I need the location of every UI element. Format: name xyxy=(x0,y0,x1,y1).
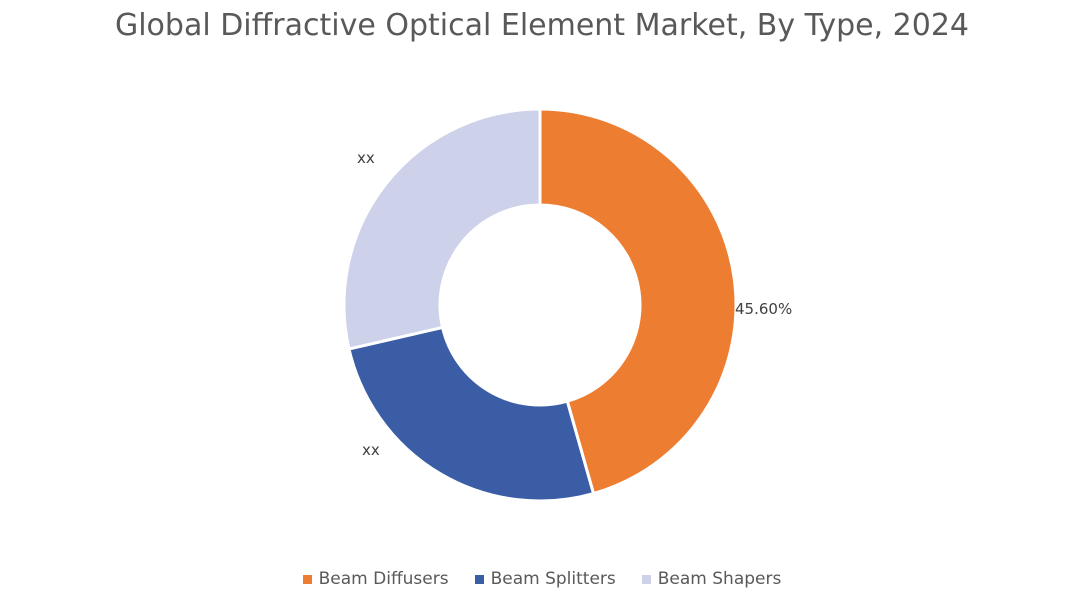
donut-chart: 45.60% xx xx xyxy=(342,107,792,503)
data-label: xx xyxy=(362,441,380,459)
donut-slice-beam-shapers xyxy=(342,107,542,351)
legend-label: Beam Shapers xyxy=(657,569,782,589)
legend-label: Beam Splitters xyxy=(490,569,616,589)
data-label: 45.60% xyxy=(735,300,792,318)
data-label: xx xyxy=(357,149,375,167)
donut-slice-beam-splitters xyxy=(347,325,596,503)
legend-label: Beam Diffusers xyxy=(318,569,449,589)
legend: Beam Diffusers Beam Splitters Beam Shape… xyxy=(0,569,1084,589)
legend-item: Beam Diffusers xyxy=(302,569,449,589)
legend-item: Beam Splitters xyxy=(474,569,616,589)
legend-swatch xyxy=(474,574,484,584)
chart-title: Global Diffractive Optical Element Marke… xyxy=(114,8,970,43)
legend-item: Beam Shapers xyxy=(641,569,782,589)
donut-slice-beam-diffusers xyxy=(538,107,738,496)
legend-swatch xyxy=(302,574,312,584)
legend-swatch xyxy=(641,574,651,584)
